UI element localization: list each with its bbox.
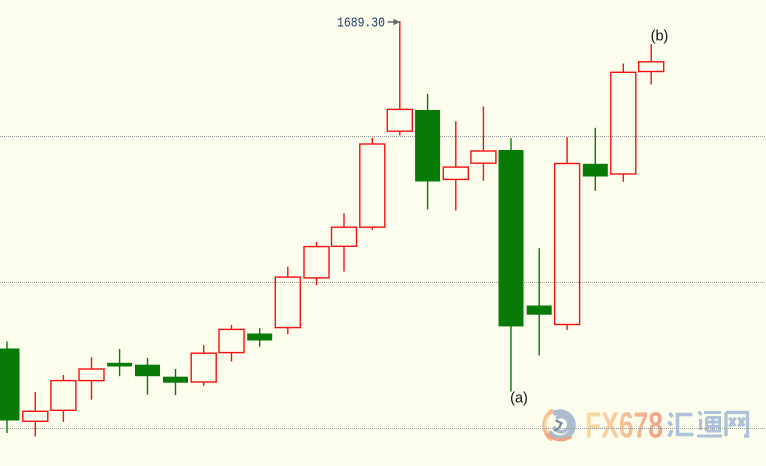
svg-text:(b): (b) xyxy=(651,29,669,45)
svg-text:(a): (a) xyxy=(510,391,528,407)
svg-text:1689.30: 1689.30 xyxy=(337,17,385,32)
svg-text:FX678: FX678 xyxy=(585,405,663,446)
